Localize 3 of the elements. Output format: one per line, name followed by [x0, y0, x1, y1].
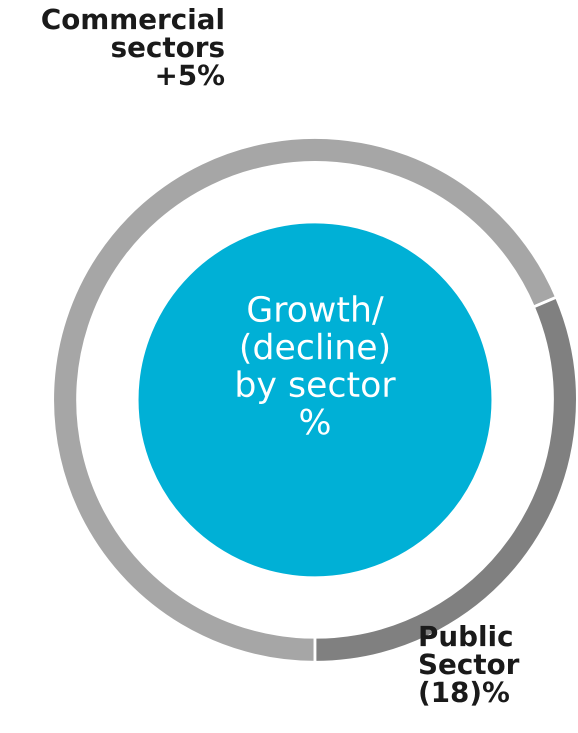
slice-label: Public Sector (18)%	[420, 625, 520, 706]
text: Growth/ (decline) by sector %	[238, 295, 396, 435]
slice-label: Commercial sectors +5%	[42, 8, 224, 86]
